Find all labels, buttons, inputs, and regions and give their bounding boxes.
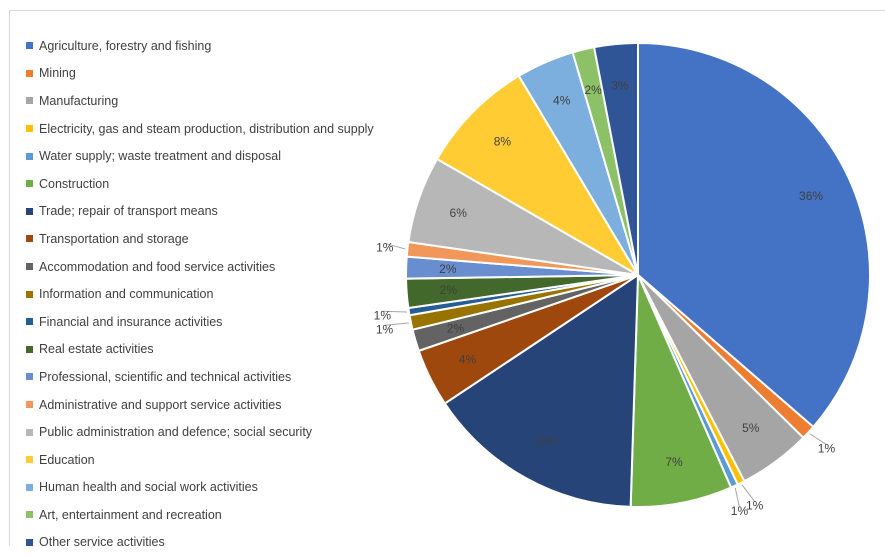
slice-data-label: 1% xyxy=(376,240,394,254)
slice-data-label: 36% xyxy=(799,189,823,203)
slice-data-label: 1% xyxy=(818,442,836,456)
slice-data-label: 1% xyxy=(374,308,392,322)
slice-data-label: 2% xyxy=(447,322,465,336)
slice-data-label: 8% xyxy=(494,135,512,149)
slice-data-label: 5% xyxy=(742,421,760,435)
slice-data-label: 2% xyxy=(584,83,602,97)
slice-data-label: 1% xyxy=(376,322,394,336)
slice-data-label: 1% xyxy=(746,498,764,512)
slice-data-label: 4% xyxy=(553,94,571,108)
slice-data-label: 4% xyxy=(459,352,477,366)
slice-data-label: 2% xyxy=(440,283,458,297)
slice-data-label: 6% xyxy=(450,206,468,220)
slice-data-label: 1% xyxy=(731,504,749,518)
slice-data-label: 7% xyxy=(665,455,683,469)
slice-data-label: 2% xyxy=(439,262,457,276)
slice-data-label: 3% xyxy=(611,79,629,93)
slice-data-label: 15% xyxy=(533,434,557,448)
